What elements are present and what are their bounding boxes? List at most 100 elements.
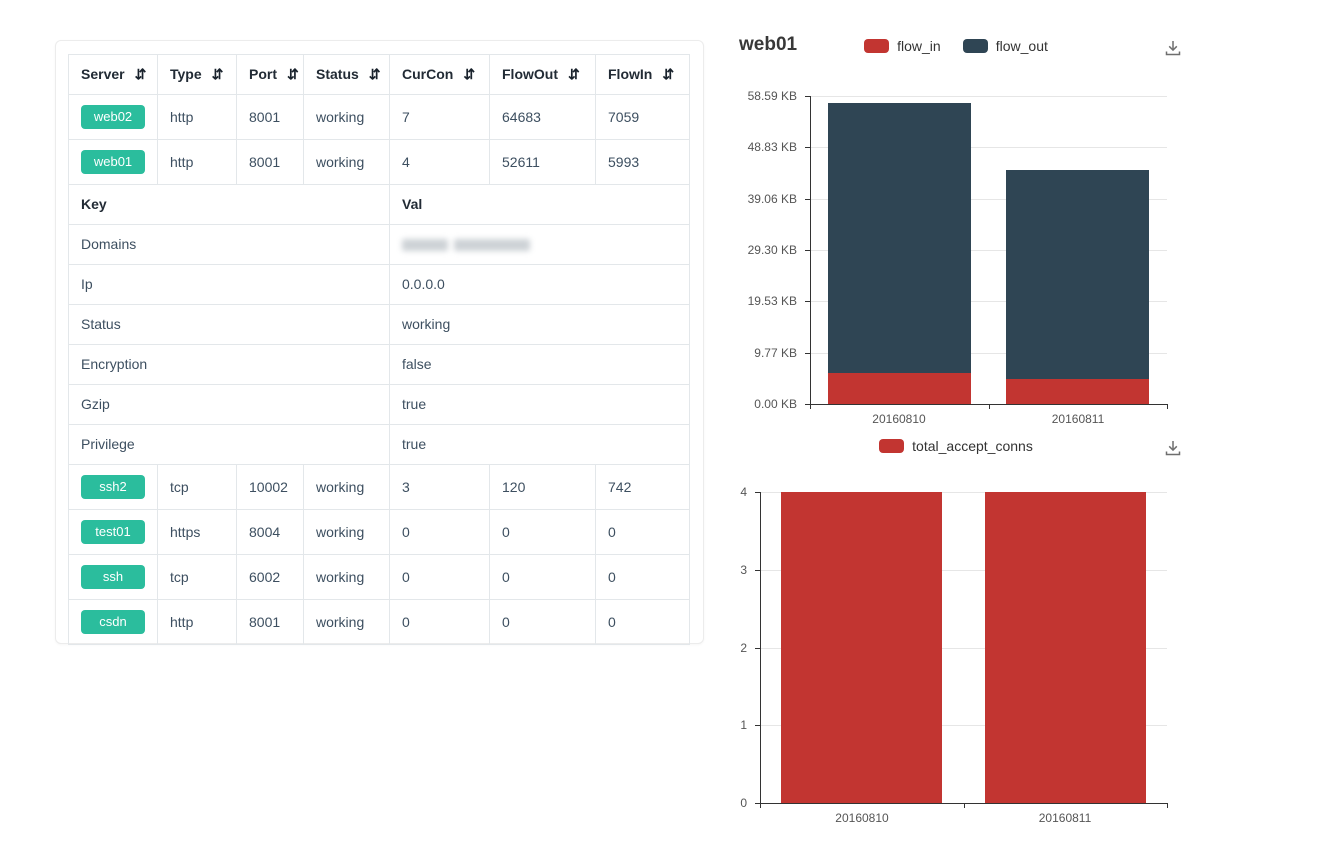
legend-item-flow_in[interactable]: flow_in xyxy=(864,38,941,54)
cell-flowin: 7059 xyxy=(595,94,690,140)
kv-row: Ip 0.0.0.0 xyxy=(68,264,690,305)
server-badge[interactable]: ssh xyxy=(81,565,145,589)
bar-flow_in-20160810 xyxy=(828,373,971,404)
flow-chart-plot: 0.00 KB 9.77 KB 19.53 KB 29.30 KB 39.06 KB 48… xyxy=(748,89,1168,426)
server-badge[interactable]: web01 xyxy=(81,150,145,174)
axis-tick xyxy=(1167,404,1168,409)
flow-chart: web01 flow_in flow_out 0.00 KB 9.77 KB 19.5… xyxy=(725,28,1187,432)
legend-swatch xyxy=(962,39,988,53)
column-header-server[interactable]: Server ⇵ xyxy=(68,54,158,95)
cell-flowout: 0 xyxy=(489,509,596,555)
download-icon[interactable] xyxy=(1163,38,1183,58)
bar-total_accept_conns-20160811 xyxy=(985,492,1146,803)
column-header-label: Status xyxy=(316,66,359,82)
y-axis-line xyxy=(760,492,761,803)
cell-curcon: 0 xyxy=(389,509,490,555)
cell-curcon: 3 xyxy=(389,464,490,510)
download-icon[interactable] xyxy=(1163,438,1183,458)
y-axis-label: 58.59 KB xyxy=(747,89,797,103)
server-badge[interactable]: ssh2 xyxy=(81,475,145,499)
cell-server: web02 xyxy=(68,94,158,140)
chart-title: web01 xyxy=(739,34,798,55)
cell-status: working xyxy=(303,554,390,600)
server-table: Server ⇵ Type ⇵ Port ⇵ Status ⇵ CurCon ⇵ FlowOut ⇵ F… xyxy=(68,54,690,645)
domains-value-redacted xyxy=(402,238,677,251)
x-axis-label: 20160811 xyxy=(1038,811,1092,825)
axis-tick xyxy=(755,725,760,726)
kv-key: Encryption xyxy=(68,344,390,385)
legend-item-total_accept_conns[interactable]: total_accept_conns xyxy=(879,438,1033,454)
gridline xyxy=(810,250,1167,251)
kv-row: Domains xyxy=(68,224,690,265)
cell-port: 8001 xyxy=(236,139,304,185)
gridline xyxy=(760,725,1167,726)
cell-flowin: 742 xyxy=(595,464,690,510)
x-axis-line xyxy=(760,803,1167,804)
axis-tick xyxy=(805,147,810,148)
cell-port: 10002 xyxy=(236,464,304,510)
column-header-flowout[interactable]: FlowOut ⇵ xyxy=(489,54,596,95)
column-header-port[interactable]: Port ⇵ xyxy=(236,54,304,95)
legend-item-flow_out[interactable]: flow_out xyxy=(962,38,1048,54)
kv-row: Privilege true xyxy=(68,424,690,465)
sort-arrows-icon: ⇵ xyxy=(368,66,381,82)
server-badge[interactable]: web02 xyxy=(81,105,145,129)
bar-flow_in-20160811 xyxy=(1006,379,1149,404)
gridline xyxy=(810,96,1167,97)
gridline xyxy=(810,301,1167,302)
kv-key: Domains xyxy=(68,224,390,265)
sort-arrows-icon: ⇵ xyxy=(463,66,476,82)
cell-curcon: 0 xyxy=(389,599,490,645)
y-axis-line xyxy=(810,96,811,404)
cell-server: ssh2 xyxy=(68,464,158,510)
column-header-status[interactable]: Status ⇵ xyxy=(303,54,390,95)
cell-flowout: 0 xyxy=(489,554,596,600)
column-header-type[interactable]: Type ⇵ xyxy=(157,54,237,95)
axis-tick xyxy=(964,803,965,808)
column-header-flowin[interactable]: FlowIn ⇵ xyxy=(595,54,690,95)
axis-tick xyxy=(805,199,810,200)
server-badge[interactable]: test01 xyxy=(81,520,145,544)
legend-label: flow_in xyxy=(897,38,941,54)
legend-label: flow_out xyxy=(995,38,1048,54)
conns-chart-plot: 0 1 2 3 4 20160810 20160811 xyxy=(740,485,1168,825)
cell-status: working xyxy=(303,94,390,140)
cell-type: http xyxy=(157,139,237,185)
cell-status: working xyxy=(303,139,390,185)
cell-flowin: 0 xyxy=(595,509,690,555)
table-row: ssh tcp 6002 working 0 0 0 xyxy=(68,554,690,600)
y-axis-label: 2 xyxy=(740,641,747,655)
x-axis-label: 20160810 xyxy=(835,811,889,825)
cell-server: ssh xyxy=(68,554,158,600)
cell-curcon: 7 xyxy=(389,94,490,140)
table-row: test01 https 8004 working 0 0 0 xyxy=(68,509,690,555)
axis-tick xyxy=(1167,803,1168,808)
kv-row: Gzip true xyxy=(68,384,690,425)
cell-flowout: 0 xyxy=(489,599,596,645)
y-axis-label: 19.53 KB xyxy=(747,294,797,308)
axis-tick xyxy=(805,250,810,251)
gridline xyxy=(760,570,1167,571)
kv-value: true xyxy=(389,424,690,465)
cell-curcon: 0 xyxy=(389,554,490,600)
cell-status: working xyxy=(303,599,390,645)
column-header-curcon[interactable]: CurCon ⇵ xyxy=(389,54,490,95)
cell-port: 8001 xyxy=(236,94,304,140)
gridline xyxy=(760,648,1167,649)
x-axis-label: 20160810 xyxy=(872,412,926,426)
column-header-label: Port xyxy=(249,66,277,82)
table-row: web02 http 8001 working 7 64683 7059 xyxy=(68,94,690,140)
sort-arrows-icon: ⇵ xyxy=(287,66,299,82)
cell-status: working xyxy=(303,464,390,510)
cell-port: 8004 xyxy=(236,509,304,555)
server-badge[interactable]: csdn xyxy=(81,610,145,634)
cell-flowout: 64683 xyxy=(489,94,596,140)
gridline xyxy=(810,199,1167,200)
gridline xyxy=(760,492,1167,493)
bar-flow_out-20160810 xyxy=(828,103,971,373)
cell-flowout: 52611 xyxy=(489,139,596,185)
cell-type: https xyxy=(157,509,237,555)
flow-chart-legend: flow_in flow_out xyxy=(725,38,1187,54)
sort-arrows-icon: ⇵ xyxy=(211,66,224,82)
kv-value: true xyxy=(389,384,690,425)
